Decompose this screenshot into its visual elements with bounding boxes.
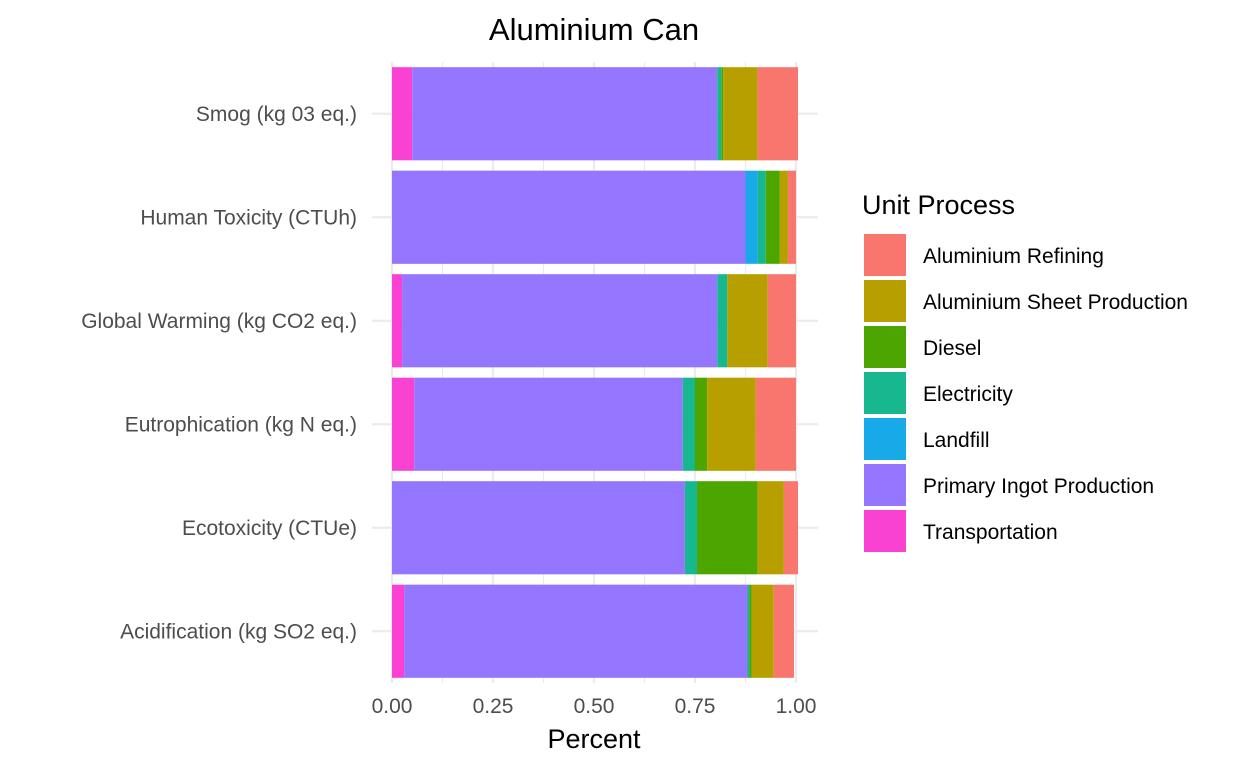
legend-label: Diesel [923,337,981,360]
bar-segment-aluminium-sheet-production [757,481,784,575]
x-tick-label: 1.00 [776,695,817,718]
legend-label: Aluminium Sheet Production [923,291,1188,314]
bar-segment-diesel [749,584,752,678]
legend-swatch [864,372,906,414]
legend-label: Landfill [923,429,990,452]
bar-segment-aluminium-refining [757,67,799,161]
bar-segment-transportation [392,584,405,678]
bar-segment-electricity [682,377,695,471]
x-axis-title: Percent [547,724,641,754]
bar-segment-transportation [392,67,413,161]
plot-bars [392,67,799,678]
bar-segment-primary-ingot-production [402,274,718,368]
bar-segment-aluminium-refining [783,481,799,575]
bar-segment-transportation [392,377,415,471]
y-tick-label: Eutrophication (kg N eq.) [125,413,357,436]
legend-swatch [864,280,906,322]
bar-segment-electricity [717,67,722,161]
legend-swatch [864,418,906,460]
x-tick-label: 0.25 [473,695,514,718]
legend-title: Unit Process [862,190,1015,220]
bar-segment-primary-ingot-production [404,584,748,678]
legend: Unit Process Aluminium RefiningAluminium… [862,190,1188,552]
bar-segment-aluminium-refining [755,377,796,471]
legend-label: Electricity [923,383,1013,406]
bar-segment-primary-ingot-production [412,67,718,161]
bar-segment-electricity [757,170,766,264]
y-tick-label: Ecotoxicity (CTUe) [182,517,357,540]
legend-swatch [864,464,906,506]
bar-segment-landfill [745,170,758,264]
chart-title: Aluminium Can [489,12,699,47]
bar-segment-primary-ingot-production [392,170,746,264]
bar-segment-aluminium-refining [767,274,796,368]
bar-segment-aluminium-sheet-production [751,584,774,678]
y-tick-label: Smog (kg 03 eq.) [196,103,357,126]
bar-segment-diesel [695,377,708,471]
x-axis-tick-labels: 0.00 0.25 0.50 0.75 1.00 [372,695,817,718]
bar-segment-electricity [717,274,728,368]
bar-segment-electricity [684,481,698,575]
bar-segment-diesel [721,67,724,161]
bar-segment-primary-ingot-production [392,481,685,575]
bar-segment-primary-ingot-production [414,377,683,471]
x-tick-label: 0.50 [574,695,615,718]
bar-segment-aluminium-sheet-production [779,170,788,264]
bar-segment-aluminium-sheet-production [707,377,756,471]
legend-label: Primary Ingot Production [923,475,1154,498]
bar-segment-aluminium-refining [773,584,794,678]
bar-segment-aluminium-sheet-production [727,274,768,368]
legend-label: Aluminium Refining [923,245,1104,268]
legend-label: Transportation [923,521,1058,544]
legend-entries: Aluminium Refining Aluminium Sheet Produc… [864,234,1188,552]
legend-swatch [864,510,906,552]
bar-segment-electricity [747,584,750,678]
legend-swatch [864,326,906,368]
y-tick-label: Acidification (kg SO2 eq.) [120,620,357,643]
y-tick-label: Global Warming (kg CO2 eq.) [81,310,357,333]
bar-segment-aluminium-refining [787,170,796,264]
y-axis-tick-labels: Acidification (kg SO2 eq.) Ecotoxicity (C… [81,103,357,644]
bar-segment-transportation [392,274,403,368]
bar-segment-aluminium-sheet-production [723,67,758,161]
x-tick-label: 0.75 [675,695,716,718]
y-tick-label: Human Toxicity (CTUh) [140,206,357,229]
x-tick-label: 0.00 [372,695,413,718]
bar-segment-diesel [765,170,780,264]
legend-swatch [864,234,906,276]
bar-segment-diesel [697,481,758,575]
